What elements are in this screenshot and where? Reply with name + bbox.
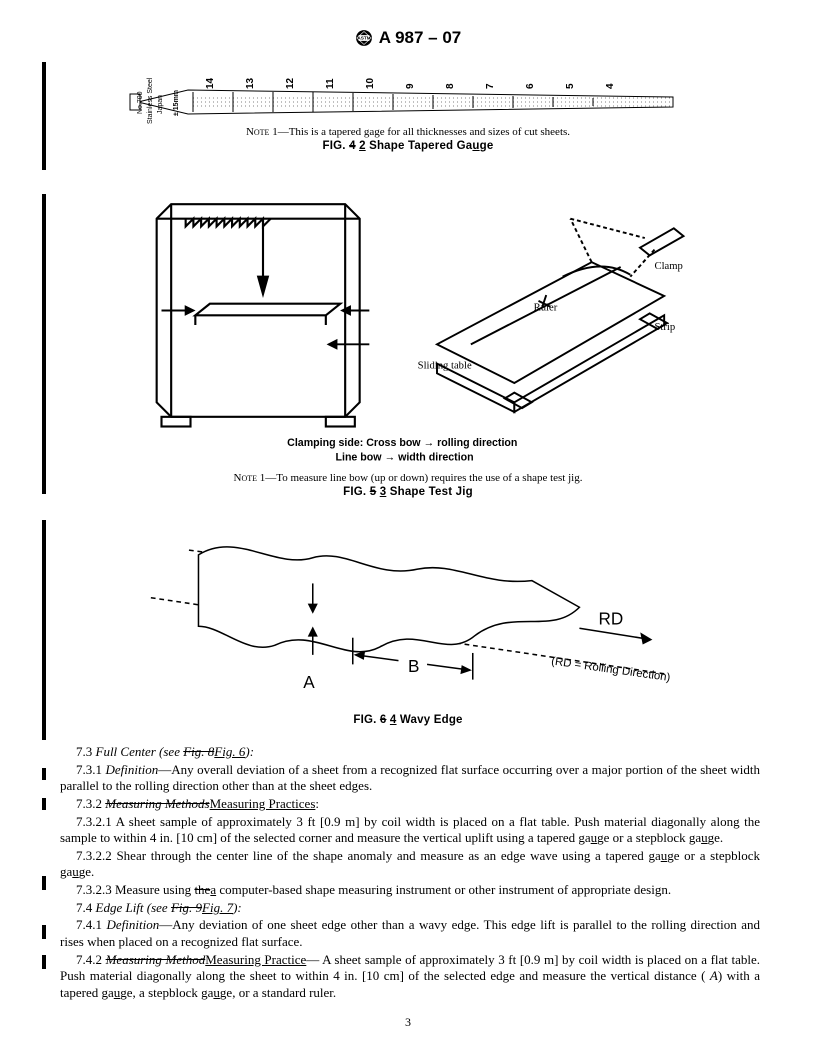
svg-text:7: 7 — [485, 83, 496, 89]
svg-text:Clamping side: Cross bow → rol: Clamping side: Cross bow → rolling direc… — [287, 437, 517, 449]
figure-wavy-edge: A B RD (RD = Rolling Direction) FIG. 6 4… — [55, 512, 761, 726]
figure-caption: FIG. 4 2 Shape Tapered Gauge — [55, 140, 761, 152]
svg-text:12: 12 — [285, 77, 296, 89]
figure-shape-test-jig: Ruler Clamp Strip Sliding table Clamping… — [55, 180, 761, 498]
page-number: 3 — [0, 1015, 816, 1030]
svg-text:6: 6 — [525, 83, 536, 89]
figure-note: Note 1—This is a tapered gage for all th… — [55, 126, 761, 138]
change-bar — [42, 798, 46, 810]
para-7-4-2: 7.4.2 Measuring MethodMeasuring Practice… — [60, 952, 760, 1002]
svg-text:No.700: No.700 — [137, 91, 144, 114]
svg-text:Strip: Strip — [655, 322, 676, 333]
change-bar — [42, 876, 46, 890]
change-bar — [42, 768, 46, 780]
para-7-3-2-2: 7.3.2.2 Shear through the center line of… — [60, 848, 760, 881]
svg-text:13: 13 — [245, 77, 256, 89]
astm-logo-icon: ASTM — [355, 29, 373, 47]
para-7-3-2-1: 7.3.2.1 A sheet sample of approximately … — [60, 814, 760, 847]
svg-text:9: 9 — [405, 83, 416, 89]
svg-text:11: 11 — [325, 78, 336, 89]
svg-text:(RD = Rolling Direction): (RD = Rolling Direction) — [550, 655, 671, 684]
para-7-3: 7.3 Full Center (see Fig. 8Fig. 6): — [60, 744, 760, 761]
svg-text:Line bow → width direction: Line bow → width direction — [336, 451, 474, 463]
figure-note: Note 1—To measure line bow (up or down) … — [55, 472, 761, 484]
figure-tapered-gauge: No.700 Stainless Steel Japan ± 15mm 14 1… — [55, 62, 761, 152]
figure-caption: FIG. 5 3 Shape Test Jig — [55, 486, 761, 498]
body-text: 7.3 Full Center (see Fig. 8Fig. 6): 7.3.… — [60, 744, 760, 1002]
svg-text:Japan: Japan — [157, 95, 164, 114]
svg-text:4: 4 — [605, 83, 616, 89]
change-bar — [42, 62, 46, 170]
wavy-edge-diagram: A B RD (RD = Rolling Direction) — [128, 512, 688, 712]
page: ASTM A 987 – 07 — [0, 0, 816, 1056]
svg-text:14: 14 — [205, 77, 216, 89]
label-A: A — [303, 672, 315, 692]
page-header: ASTM A 987 – 07 — [0, 28, 816, 52]
shape-test-jig-diagram: Ruler Clamp Strip Sliding table Clamping… — [118, 180, 698, 470]
svg-text:Stainless Steel: Stainless Steel — [147, 77, 154, 124]
svg-text:Sliding table: Sliding table — [418, 361, 472, 372]
para-7-3-2: 7.3.2 Measuring MethodsMeasuring Practic… — [60, 796, 760, 813]
svg-text:10: 10 — [365, 77, 376, 89]
change-bar — [42, 955, 46, 969]
figure-caption: FIG. 6 4 Wavy Edge — [55, 714, 761, 726]
change-bar — [42, 925, 46, 939]
tapered-gauge-diagram: No.700 Stainless Steel Japan ± 15mm 14 1… — [128, 62, 688, 124]
change-bar — [42, 194, 46, 494]
designation: A 987 – 07 — [379, 28, 462, 48]
svg-text:5: 5 — [565, 83, 576, 89]
svg-text:± 15mm: ± 15mm — [173, 90, 180, 116]
label-B: B — [408, 656, 419, 676]
svg-text:Clamp: Clamp — [655, 261, 683, 272]
para-7-4-1: 7.4.1 Definition—Any deviation of one sh… — [60, 917, 760, 950]
para-7-4: 7.4 Edge Lift (see Fig. 9Fig. 7): — [60, 900, 760, 917]
svg-text:8: 8 — [445, 83, 456, 89]
change-bar — [42, 520, 46, 740]
svg-text:Ruler: Ruler — [534, 303, 558, 314]
para-7-3-2-3: 7.3.2.3 Measure using thea computer-base… — [60, 882, 760, 899]
para-7-3-1: 7.3.1 Definition—Any overall deviation o… — [60, 762, 760, 795]
label-RD: RD — [598, 608, 623, 628]
